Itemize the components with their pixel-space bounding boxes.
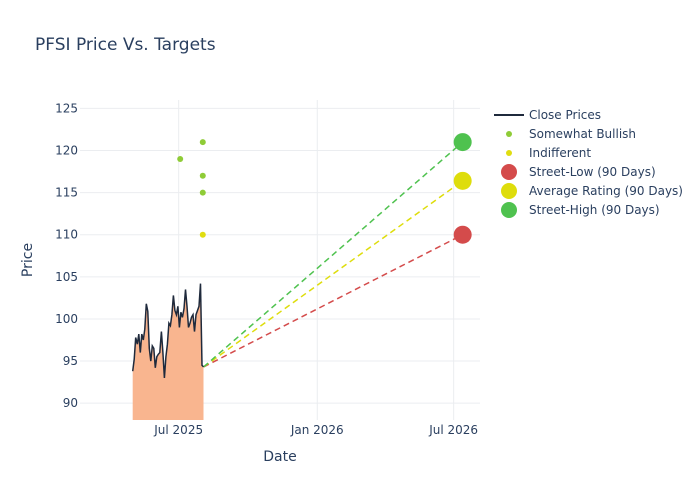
y-tick-label: 100 [55, 312, 78, 326]
legend-label: Close Prices [529, 108, 601, 122]
legend-label: Street-Low (90 Days) [529, 165, 656, 179]
analyst-point [177, 155, 184, 162]
target-marker [453, 225, 472, 244]
analyst-point [199, 189, 206, 196]
analyst-point [199, 172, 206, 179]
legend-label: Indifferent [529, 146, 591, 160]
legend-item[interactable]: Somewhat Bullish [506, 127, 636, 141]
y-axis-title: Price [20, 243, 36, 277]
y-tick-label: 115 [55, 186, 78, 200]
x-tick-label: Jan 2026 [290, 423, 344, 437]
legend-label: Street-High (90 Days) [529, 203, 660, 217]
chart-title: PFSI Price Vs. Targets [35, 35, 216, 55]
close-price-area [132, 283, 204, 420]
y-tick-label: 120 [55, 144, 78, 158]
legend-swatch [506, 150, 512, 156]
legend-label: Average Rating (90 Days) [529, 184, 683, 198]
legend-label: Somewhat Bullish [529, 127, 636, 141]
legend-item[interactable]: Indifferent [506, 146, 591, 160]
target-markers [453, 133, 472, 244]
analyst-point [199, 139, 206, 146]
x-tick-label: Jul 2026 [428, 423, 478, 437]
y-tick-label: 105 [55, 270, 78, 284]
target-marker [453, 133, 472, 152]
legend-swatch [506, 131, 512, 137]
axis-ticks: 90 95 100 105 110 115 120 125 Jul 2025 Jan 2026 Ju… [55, 101, 478, 437]
close-price-series [131, 283, 205, 378]
close-price-line [131, 283, 205, 378]
x-tick-label: Jul 2025 [153, 423, 203, 437]
analyst-points [177, 139, 206, 238]
y-tick-label: 110 [55, 228, 78, 242]
legend-swatch [501, 202, 517, 218]
x-axis-title: Date [263, 449, 296, 465]
y-tick-label: 90 [63, 396, 78, 410]
legend-item[interactable]: Street-High (90 Days) [501, 202, 660, 218]
legend-swatch [501, 183, 517, 199]
legend-item[interactable]: Street-Low (90 Days) [501, 164, 656, 180]
target-line [203, 180, 464, 368]
legend-item[interactable]: Average Rating (90 Days) [501, 183, 683, 199]
legend-swatch [501, 164, 517, 180]
target-line [203, 141, 464, 368]
legend-item[interactable]: Close Prices [494, 108, 601, 122]
target-marker [453, 171, 472, 190]
analyst-point [199, 231, 206, 238]
y-tick-label: 125 [55, 101, 78, 115]
target-lines [203, 141, 464, 368]
y-tick-label: 95 [63, 354, 78, 368]
legend[interactable]: Close Prices Somewhat Bullish Indifferent S… [494, 108, 683, 218]
target-line [203, 234, 464, 368]
close-price-fill [132, 283, 204, 420]
